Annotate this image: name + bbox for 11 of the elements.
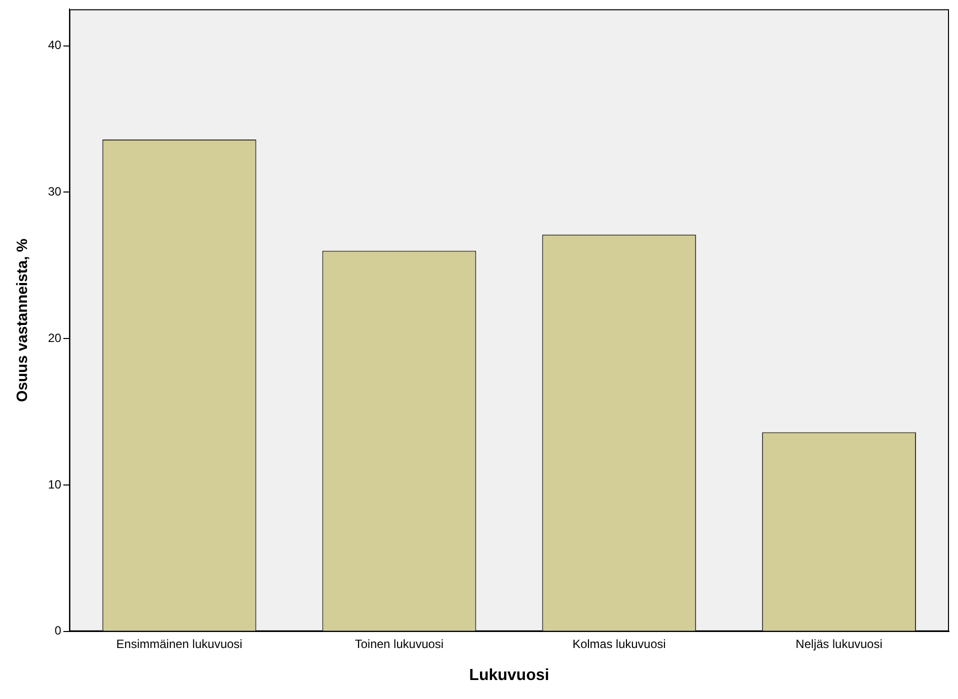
x-tick-label: Toinen lukuvuosi [354,636,444,651]
y-tick-label: 10 [48,477,62,492]
y-tick-label: 20 [48,330,62,345]
y-axis-title: Osuus vastanneista, % [14,238,32,402]
x-tick-label: Ensimmäinen lukuvuosi [116,636,242,651]
y-tick-label: 40 [48,38,62,52]
y-tick-label: 30 [48,184,62,199]
x-tick-label: Kolmas lukuvuosi [572,636,666,651]
y-tick-label: 0 [54,624,62,638]
x-tick-label: Neljäs lukuvuosi [796,636,882,651]
x-axis-title: Lukuvuosi [469,666,550,684]
